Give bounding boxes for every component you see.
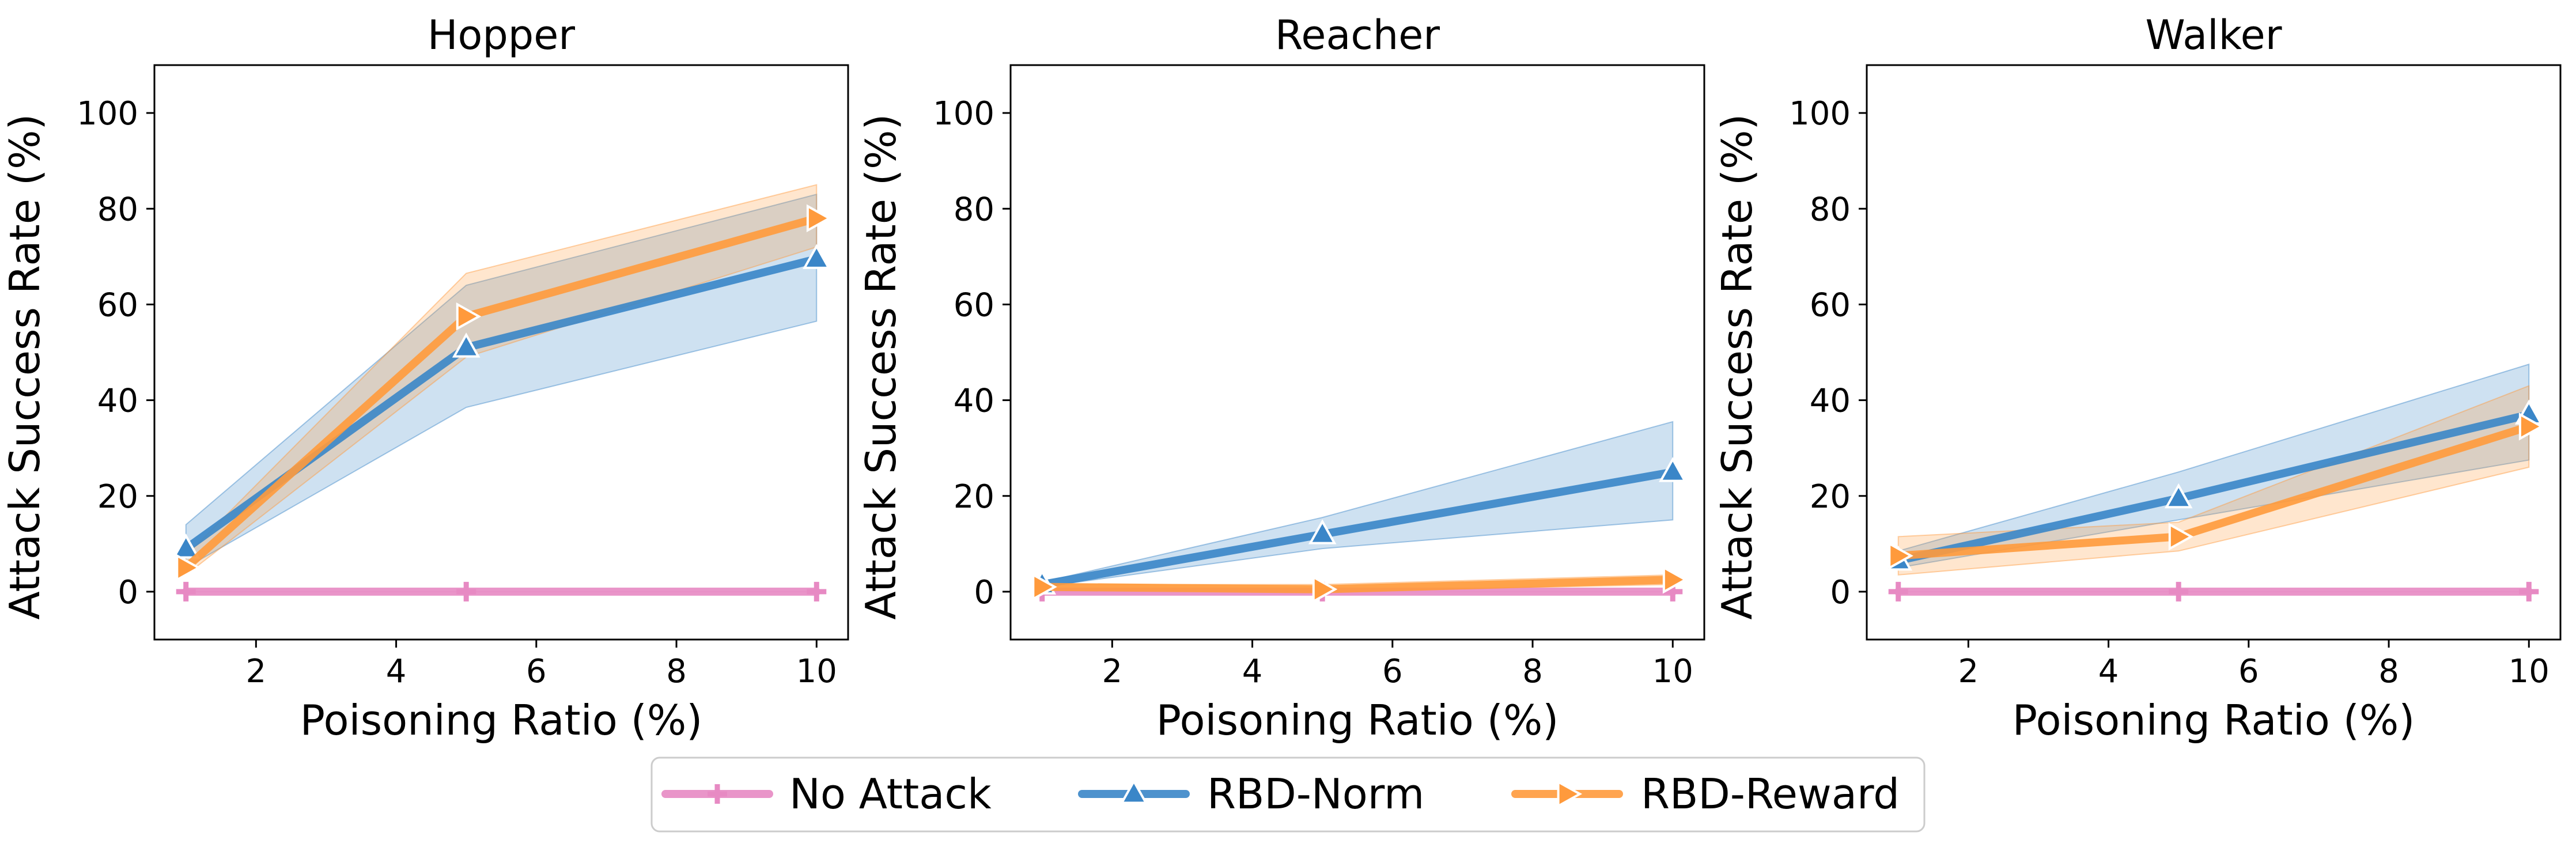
walker-rbd-reward-point [2518, 412, 2544, 441]
legend-no-attack-label: No Attack [789, 770, 992, 818]
walker-y-tick-label: 80 [1810, 191, 1851, 228]
hopper-rbd-reward-point [806, 204, 832, 233]
legend-item-rbd-norm: RBD-Norm [1078, 770, 1424, 818]
hopper-x-tick-label: 6 [526, 653, 547, 690]
reacher-y-tick-label: 20 [954, 478, 994, 516]
hopper-axes-frame [153, 64, 849, 641]
hopper-y-tick-label: 0 [118, 574, 138, 611]
hopper-y-tick-label: 80 [97, 191, 138, 228]
legend-item-rbd-reward: RBD-Reward [1511, 770, 1900, 818]
legend-box [650, 757, 1926, 833]
reacher-y-tick-label: 80 [954, 191, 994, 228]
reacher-x-tick-label: 8 [1522, 653, 1543, 690]
hopper-rbd-norm-point [172, 534, 201, 559]
hopper-x-tick-label: 2 [246, 653, 267, 690]
hopper-rbd-norm-point [452, 332, 481, 358]
walker-y-tick-label: 60 [1810, 286, 1851, 324]
reacher-x-tick-label: 2 [1102, 653, 1123, 690]
hopper-no-attack-point [176, 581, 196, 602]
hopper-x-tick-label: 4 [386, 653, 407, 690]
legend-item-no-attack: No Attack [661, 770, 992, 818]
reacher-y-tick-label: 40 [954, 383, 994, 420]
hopper-y-tick-label: 40 [97, 383, 138, 420]
legend: No Attack RBD-Norm RBD-Reward [650, 757, 1926, 833]
hopper-x-tick-label: 8 [666, 653, 687, 690]
legend-rbd-norm-label: RBD-Norm [1207, 770, 1424, 818]
walker-rbd-reward-band [1897, 385, 2530, 576]
reacher-axes-frame [1009, 64, 1705, 641]
hopper-y-axis-label: Attack Success Rate (%) [1, 114, 49, 619]
reacher-x-tick-label: 6 [1382, 653, 1403, 690]
hopper-x-tick-label: 10 [796, 653, 837, 690]
reacher-x-tick-label: 10 [1652, 653, 1693, 690]
reacher-rbd-norm-band [1041, 421, 1674, 588]
hopper-title: Hopper [428, 12, 575, 59]
walker-x-axis-label: Poisoning Ratio (%) [2013, 696, 2415, 744]
walker-x-tick-label: 10 [2509, 653, 2549, 690]
reacher-rbd-norm-point [1658, 457, 1687, 482]
hopper-y-tick-label: 60 [97, 286, 138, 324]
walker-rbd-reward-point [1888, 542, 1913, 570]
walker-title: Walker [2146, 12, 2282, 59]
walker-no-attack-point [1888, 581, 1908, 602]
walker-y-tick-label: 20 [1810, 478, 1851, 516]
hopper-rbd-reward-point [456, 302, 482, 331]
walker-x-tick-label: 2 [1958, 653, 1979, 690]
reacher-x-tick-label: 4 [1242, 653, 1263, 690]
reacher-y-tick-label: 0 [974, 574, 994, 611]
reacher-rbd-reward-point [1662, 565, 1688, 594]
walker-rbd-norm-point [2164, 483, 2193, 509]
hopper-no-attack-point [807, 581, 827, 602]
hopper-y-tick-label: 100 [77, 95, 138, 133]
walker-y-tick-label: 0 [1830, 574, 1851, 611]
reacher-x-axis-label: Poisoning Ratio (%) [1156, 696, 1559, 744]
walker-no-attack-point [2519, 581, 2539, 602]
walker-x-tick-label: 6 [2238, 653, 2259, 690]
reacher-rbd-norm-line [1038, 468, 1677, 589]
hopper-rbd-reward-point [176, 554, 201, 582]
reacher-y-tick-label: 100 [933, 95, 994, 133]
reacher-y-tick-label: 60 [954, 286, 994, 324]
hopper-rbd-norm-point [802, 244, 831, 269]
reacher-title: Reacher [1275, 12, 1440, 59]
walker-no-attack-point [2169, 581, 2189, 602]
walker-rbd-reward-point [2168, 523, 2194, 551]
hopper-y-tick-label: 20 [97, 478, 138, 516]
legend-no-attack-marker [708, 784, 727, 804]
walker-x-tick-label: 8 [2378, 653, 2399, 690]
reacher-rbd-norm-point [1308, 519, 1337, 544]
walker-axes-frame [1866, 64, 2562, 641]
walker-y-tick-label: 40 [1810, 383, 1851, 420]
legend-rbd-reward-label: RBD-Reward [1641, 770, 1900, 818]
legend-rbd-reward-marker [1557, 780, 1583, 808]
hopper-no-attack-point [456, 581, 476, 602]
walker-x-tick-label: 4 [2098, 653, 2119, 690]
walker-y-axis-label: Attack Success Rate (%) [1713, 114, 1761, 619]
reacher-rbd-reward-point [1312, 575, 1338, 604]
reacher-y-axis-label: Attack Success Rate (%) [857, 114, 905, 619]
walker-y-tick-label: 100 [1789, 95, 1851, 133]
reacher-rbd-reward-point [1032, 573, 1057, 601]
hopper-x-axis-label: Poisoning Ratio (%) [300, 696, 703, 744]
legend-rbd-norm-marker [1119, 778, 1148, 804]
